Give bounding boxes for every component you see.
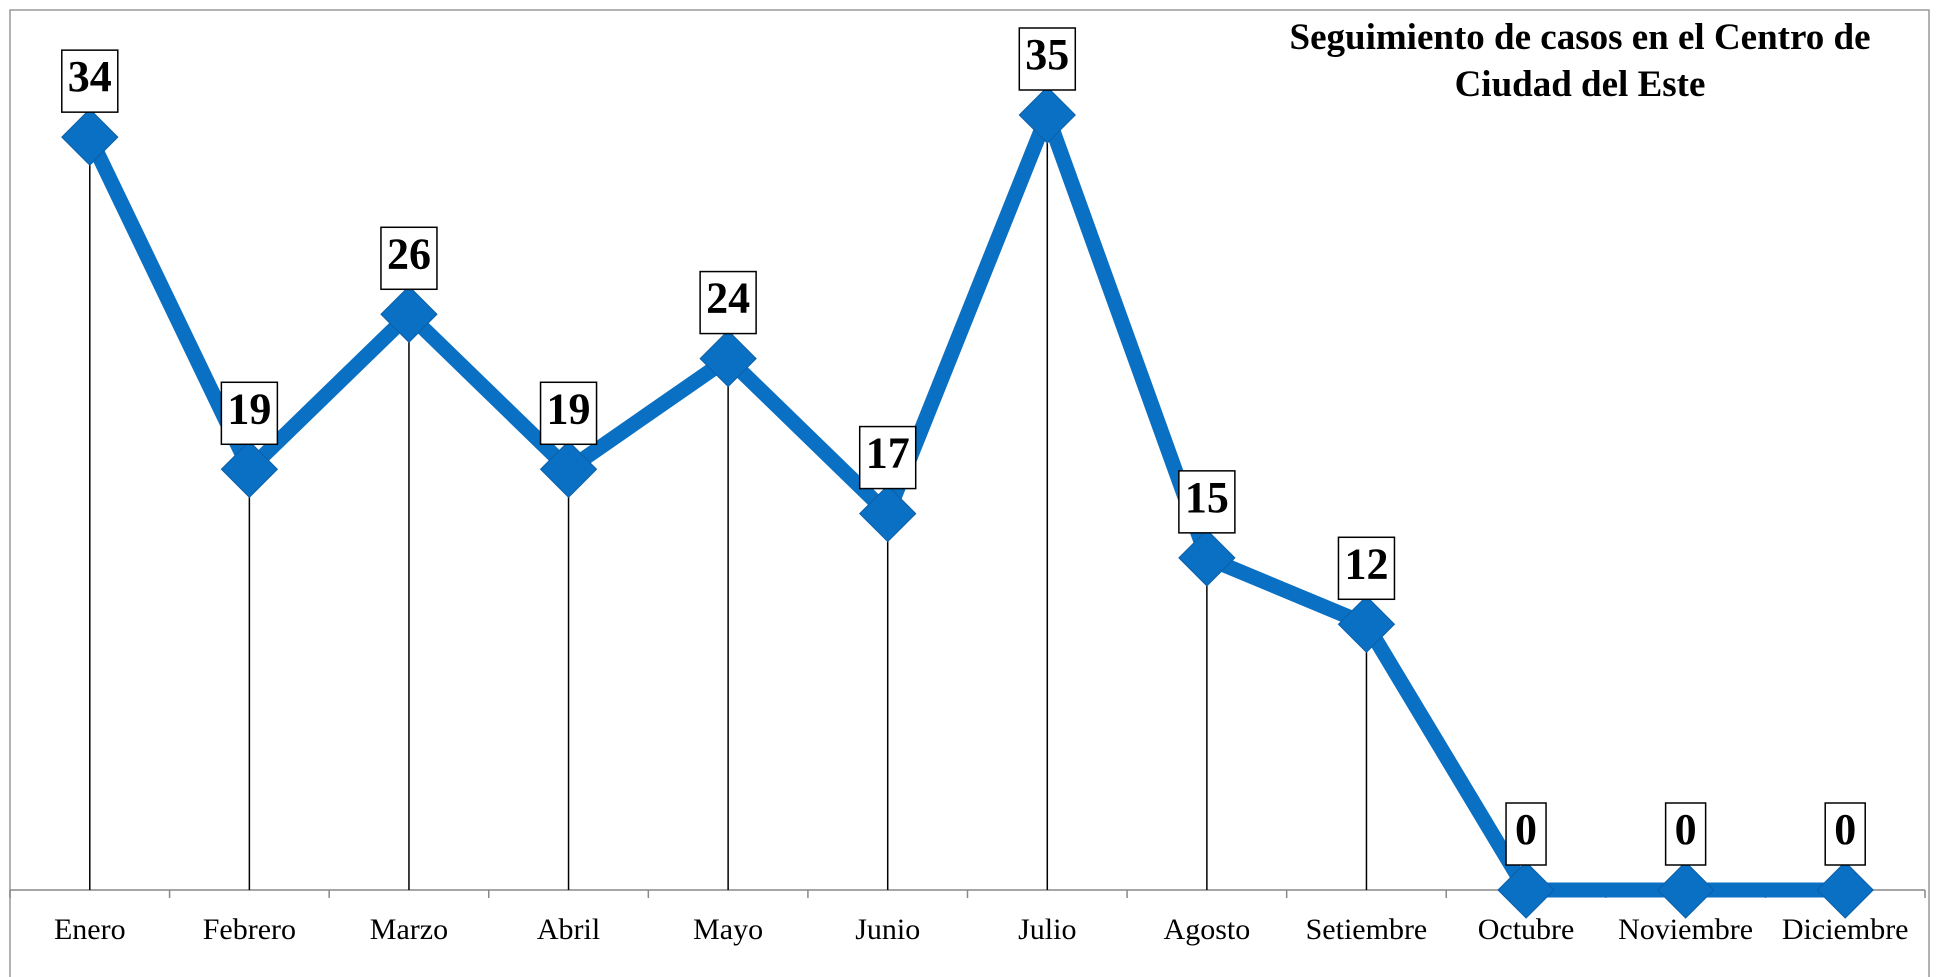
data-label-box xyxy=(1505,802,1547,866)
x-tick-label: Enero xyxy=(54,913,126,946)
data-label-group: 17 xyxy=(858,425,917,490)
data-label-box xyxy=(61,49,119,113)
series-line xyxy=(83,93,1846,898)
data-label-group: 34 xyxy=(61,49,119,113)
x-tick-label: Abril xyxy=(537,913,600,946)
data-label: 0 xyxy=(1675,805,1697,854)
x-tick-label: Junio xyxy=(855,913,920,946)
data-label-group: 0 xyxy=(1664,802,1707,866)
data-label-group: 19 xyxy=(539,381,598,446)
data-label: 15 xyxy=(1185,473,1229,522)
data-label: 12 xyxy=(1344,539,1388,588)
data-label: 24 xyxy=(706,274,750,323)
data-label: 34 xyxy=(68,52,112,101)
data-label: 0 xyxy=(1834,805,1856,854)
data-label-box xyxy=(1018,27,1077,91)
data-label-box xyxy=(1664,802,1707,866)
x-tick-label: Setiembre xyxy=(1306,913,1428,946)
data-label: 19 xyxy=(547,384,591,433)
data-point xyxy=(1178,529,1236,587)
data-point xyxy=(1337,595,1396,653)
data-label-box xyxy=(1178,470,1236,534)
data-label-box xyxy=(699,270,757,335)
data-label: 17 xyxy=(866,429,910,478)
data-label-box xyxy=(858,425,917,490)
x-tick-label: Marzo xyxy=(370,913,448,946)
data-label-group: 19 xyxy=(220,381,279,446)
data-point xyxy=(539,440,598,498)
data-label-group: 15 xyxy=(1178,470,1236,534)
x-tick-label: Julio xyxy=(1018,913,1076,946)
data-point xyxy=(859,484,917,543)
chart-title: Seguimiento de casos en el Centro de Ciu… xyxy=(1289,17,1871,105)
data-point xyxy=(61,108,119,166)
data-label: 26 xyxy=(387,229,431,278)
data-point xyxy=(220,440,279,498)
data-label-box xyxy=(1337,536,1396,601)
x-tick-label: Mayo xyxy=(693,913,763,946)
data-label: 0 xyxy=(1515,805,1537,854)
x-tick-label: Febrero xyxy=(203,913,296,946)
data-label-group: 35 xyxy=(1018,27,1077,91)
data-label-box xyxy=(539,381,598,446)
x-tick-label: Agosto xyxy=(1164,913,1251,946)
data-label-box xyxy=(380,226,438,291)
data-label-group: 0 xyxy=(1824,802,1866,866)
data-label-box xyxy=(220,381,279,446)
data-label-group: 24 xyxy=(699,270,757,335)
data-point xyxy=(380,285,438,343)
data-label: 35 xyxy=(1025,30,1069,79)
data-label-group: 26 xyxy=(380,226,438,291)
data-point xyxy=(1018,86,1076,144)
data-point xyxy=(699,329,757,388)
data-label-group: 0 xyxy=(1505,802,1547,866)
data-label-group: 12 xyxy=(1337,536,1396,601)
data-label-box xyxy=(1824,802,1866,866)
data-point xyxy=(1656,861,1715,919)
chart-frame xyxy=(9,9,1930,977)
data-label: 19 xyxy=(227,384,271,433)
data-point xyxy=(1497,861,1555,919)
data-point xyxy=(1816,861,1874,919)
